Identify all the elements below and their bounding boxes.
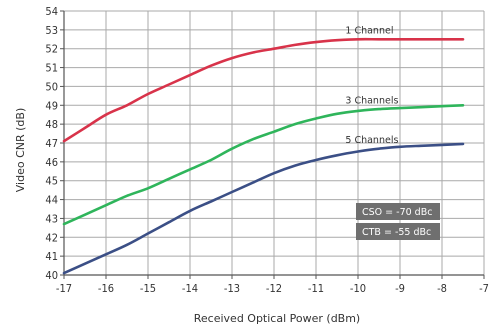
x-tick-label: -17 bbox=[56, 282, 72, 295]
series-line-3 bbox=[62, 142, 465, 275]
y-tick-label: 47 bbox=[45, 137, 58, 150]
x-tick-label: -10 bbox=[350, 282, 366, 295]
y-tick-label: 49 bbox=[45, 99, 58, 112]
y-tick-label: 52 bbox=[45, 43, 58, 56]
y-tick-label: 46 bbox=[45, 156, 58, 169]
series-line-1 bbox=[62, 37, 465, 143]
x-tick-label: -9 bbox=[395, 282, 405, 295]
y-tick-label: 51 bbox=[45, 62, 58, 75]
y-tick-label: 53 bbox=[45, 24, 58, 37]
y-tick-label: 43 bbox=[45, 212, 58, 225]
series-label-3: 5 Channels bbox=[345, 135, 398, 146]
x-tick-label: -14 bbox=[182, 282, 198, 295]
x-tick-label: -12 bbox=[266, 282, 282, 295]
series-labels: 1 Channel 3 Channels 5 Channels bbox=[345, 26, 398, 146]
x-tick-label: -13 bbox=[224, 282, 240, 295]
series-label-1: 1 Channel bbox=[345, 26, 393, 37]
y-tick-label: 40 bbox=[45, 269, 58, 282]
x-tick-label: -11 bbox=[308, 282, 324, 295]
y-tick-label: 44 bbox=[45, 194, 58, 207]
x-axis-ticks: -17 -16 -15 -14 -13 -12 -11 -10 -9 -8 -7 bbox=[56, 275, 489, 295]
ctb-note-background bbox=[356, 223, 440, 240]
series-label-2: 3 Channels bbox=[345, 95, 398, 106]
y-tick-label: 45 bbox=[45, 175, 58, 188]
y-axis-ticks: 40 41 42 43 44 45 46 47 48 49 50 51 52 53 54 bbox=[45, 5, 64, 282]
y-tick-label: 54 bbox=[45, 5, 58, 18]
x-tick-label: -16 bbox=[98, 282, 114, 295]
y-axis-title: Video CNR (dB) bbox=[14, 108, 27, 192]
series-lines bbox=[62, 37, 465, 275]
y-tick-label: 41 bbox=[45, 250, 58, 263]
x-tick-label: -15 bbox=[140, 282, 156, 295]
x-tick-label: -8 bbox=[437, 282, 447, 295]
x-tick-label: -7 bbox=[479, 282, 489, 295]
y-tick-label: 42 bbox=[45, 231, 58, 244]
cso-note-background bbox=[356, 203, 440, 220]
x-axis-title: Received Optical Power (dBm) bbox=[194, 312, 360, 325]
conditions-box: CSO = -70 dBc CTB = -55 dBc bbox=[356, 203, 440, 240]
cso-note: CSO = -70 dBc bbox=[362, 207, 432, 218]
y-tick-label: 50 bbox=[45, 80, 58, 93]
y-tick-label: 48 bbox=[45, 118, 58, 131]
ctb-note: CTB = -55 dBc bbox=[362, 227, 431, 238]
series-line-2 bbox=[62, 104, 465, 226]
